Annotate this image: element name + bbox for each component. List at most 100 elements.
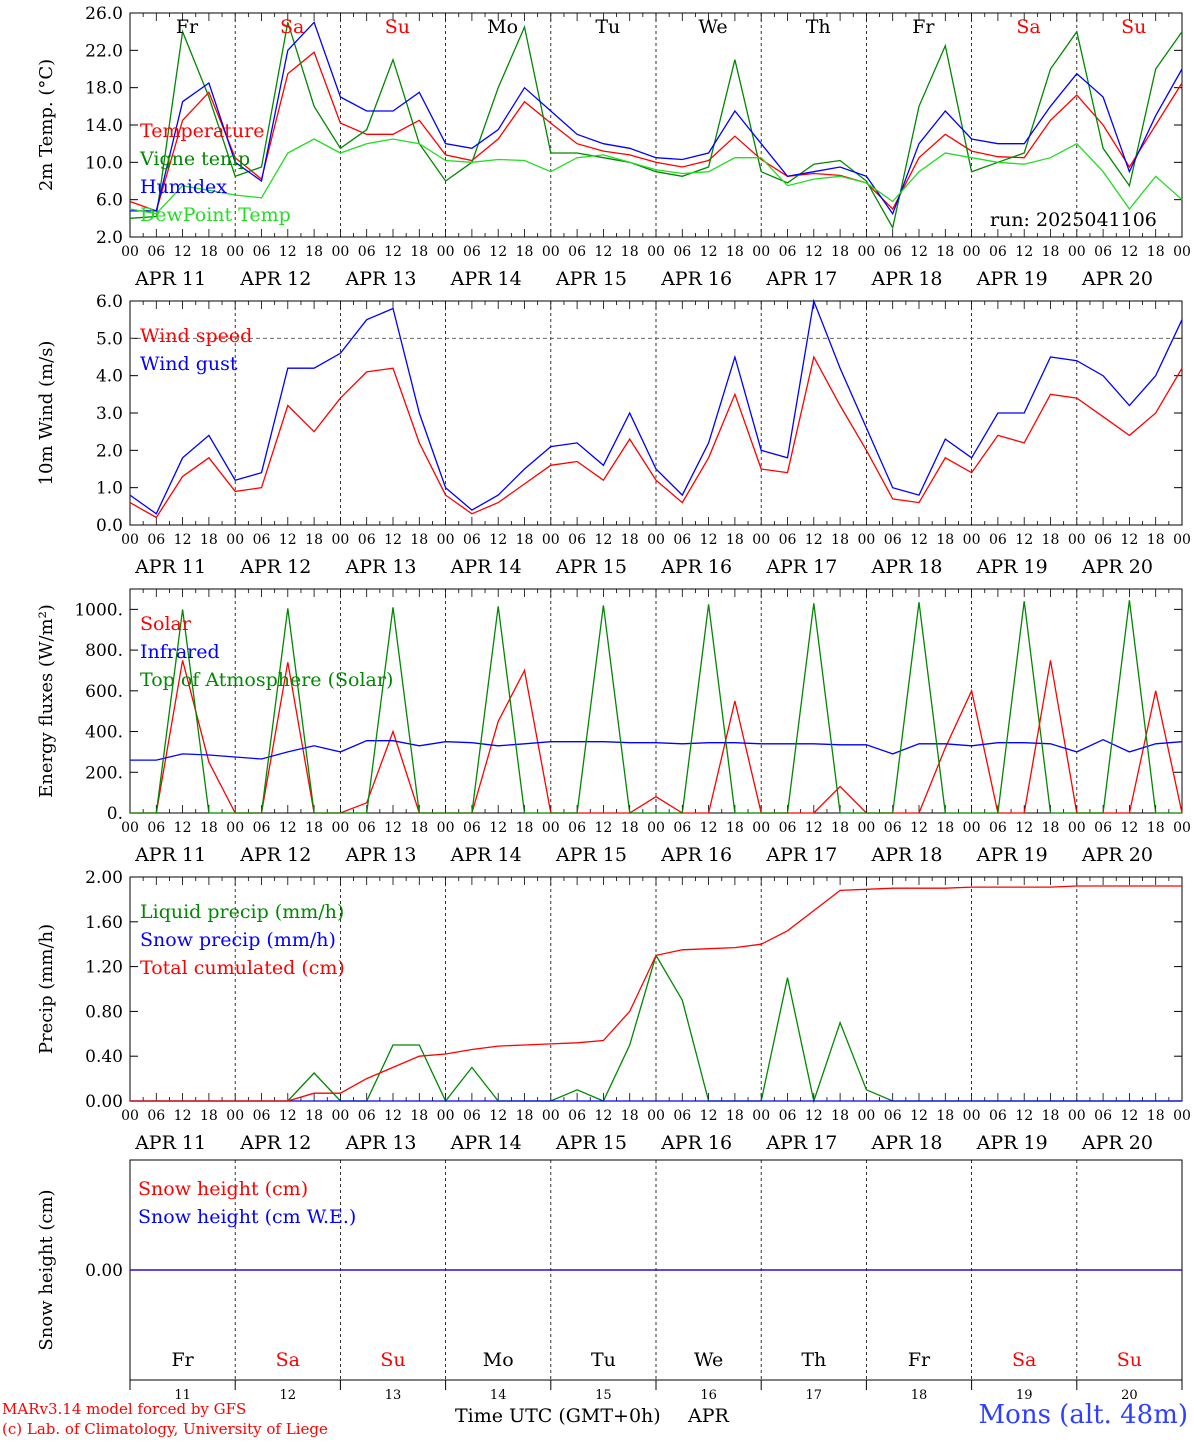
date-label: APR 13: [344, 1132, 416, 1154]
hour-label: 12: [489, 244, 507, 260]
hour-label: 18: [936, 532, 954, 548]
y-tick-label: 1.20: [85, 958, 123, 978]
hour-label: 00: [857, 1108, 875, 1124]
date-label: APR 11: [134, 844, 206, 866]
hour-label: 00: [121, 820, 139, 836]
hour-label: 06: [253, 820, 271, 836]
day-number: 14: [490, 1388, 507, 1403]
hour-label: 00: [542, 244, 560, 260]
hour-label: 18: [726, 532, 744, 548]
series-line: [130, 21, 1183, 216]
hour-label: 06: [358, 1108, 376, 1124]
hour-label: 00: [1173, 820, 1191, 836]
legend-entry: Liquid precip (mm/h): [140, 901, 344, 923]
hour-label: 00: [542, 1108, 560, 1124]
hour-label: 18: [726, 244, 744, 260]
legend-entry: Total cumulated (cm): [140, 957, 345, 979]
hour-label: 12: [594, 820, 612, 836]
hour-label: 00: [963, 820, 981, 836]
hour-label: 06: [989, 1108, 1007, 1124]
hour-label: 06: [989, 820, 1007, 836]
hour-label: 18: [516, 244, 534, 260]
weekday-label: Sa: [1016, 16, 1040, 38]
run-label: run: 2025041106: [990, 209, 1157, 231]
date-label: APR 18: [870, 1132, 942, 1154]
hour-label: 18: [200, 1108, 218, 1124]
y-tick-label: 22.0: [85, 41, 123, 61]
y-tick-label: 0.0: [96, 516, 123, 536]
hour-label: 00: [542, 532, 560, 548]
y-tick-label: 3.0: [96, 404, 123, 424]
hour-label: 12: [174, 532, 192, 548]
hour-label: 18: [305, 1108, 323, 1124]
weekday-label: Su: [1121, 16, 1146, 38]
hour-label: 06: [568, 820, 586, 836]
y-axis-label: 10m Wind (m/s): [36, 341, 57, 486]
date-label: APR 13: [344, 556, 416, 578]
date-label: APR 19: [976, 268, 1048, 290]
hour-label: 06: [568, 532, 586, 548]
date-label: APR 19: [976, 1132, 1048, 1154]
date-label: APR 20: [1081, 844, 1153, 866]
y-tick-label: 1000.: [74, 600, 123, 620]
legend-entry: Temperature: [140, 120, 264, 142]
y-tick-label: 400.: [85, 723, 123, 743]
hour-label: 00: [331, 532, 349, 548]
series-line: [130, 885, 1182, 1102]
weekday-label: Fr: [912, 16, 935, 38]
hour-label: 18: [831, 532, 849, 548]
hour-label: 18: [936, 1108, 954, 1124]
hour-label: 12: [805, 532, 823, 548]
hour-label: 12: [700, 244, 718, 260]
date-label: APR 11: [134, 268, 206, 290]
hour-label: 12: [700, 1108, 718, 1124]
hour-label: 12: [279, 820, 297, 836]
hour-label: 06: [463, 1108, 481, 1124]
day-number: 19: [1016, 1388, 1033, 1403]
hour-label: 12: [594, 1108, 612, 1124]
hour-label: 06: [673, 244, 691, 260]
hour-label: 06: [1094, 1108, 1112, 1124]
hour-label: 12: [279, 532, 297, 548]
hour-label: 12: [910, 244, 928, 260]
hour-label: 18: [1147, 532, 1165, 548]
y-tick-label: 800.: [85, 641, 123, 661]
hour-label: 18: [410, 244, 428, 260]
legend-entry: DewPoint Temp: [140, 204, 291, 226]
y-tick-label: 2.0: [96, 441, 123, 461]
hour-label: 00: [752, 820, 770, 836]
legend-entry: Solar: [140, 613, 192, 635]
hour-label: 00: [121, 532, 139, 548]
y-tick-label: 600.: [85, 682, 123, 702]
hour-label: 06: [779, 1108, 797, 1124]
weekday-label: Sa: [276, 1349, 300, 1371]
hour-label: 00: [1068, 1108, 1086, 1124]
hour-label: 18: [200, 820, 218, 836]
hour-label: 18: [621, 244, 639, 260]
date-label: APR 12: [239, 1132, 311, 1154]
y-axis-label: Energy fluxes (W/m²): [36, 604, 57, 798]
date-label: APR 11: [134, 1132, 206, 1154]
y-tick-label: 0.40: [85, 1047, 123, 1067]
date-label: APR 19: [976, 844, 1048, 866]
hour-label: 12: [1015, 820, 1033, 836]
legend-entry: Wind gust: [140, 353, 238, 375]
hour-label: 06: [147, 820, 165, 836]
hour-label: 18: [200, 532, 218, 548]
date-label: APR 20: [1081, 1132, 1153, 1154]
hour-label: 00: [647, 244, 665, 260]
hour-label: 00: [857, 532, 875, 548]
hour-label: 12: [174, 1108, 192, 1124]
hour-label: 00: [1173, 1108, 1191, 1124]
hour-label: 12: [700, 532, 718, 548]
series-line: [129, 298, 1183, 515]
hour-label: 06: [463, 244, 481, 260]
hour-label: 12: [910, 1108, 928, 1124]
date-label: APR 20: [1081, 556, 1153, 578]
legend-entry: Snow precip (mm/h): [140, 929, 336, 951]
hour-label: 00: [857, 244, 875, 260]
weekday-label: Tu: [595, 16, 620, 38]
hour-label: 06: [673, 532, 691, 548]
hour-label: 12: [489, 532, 507, 548]
